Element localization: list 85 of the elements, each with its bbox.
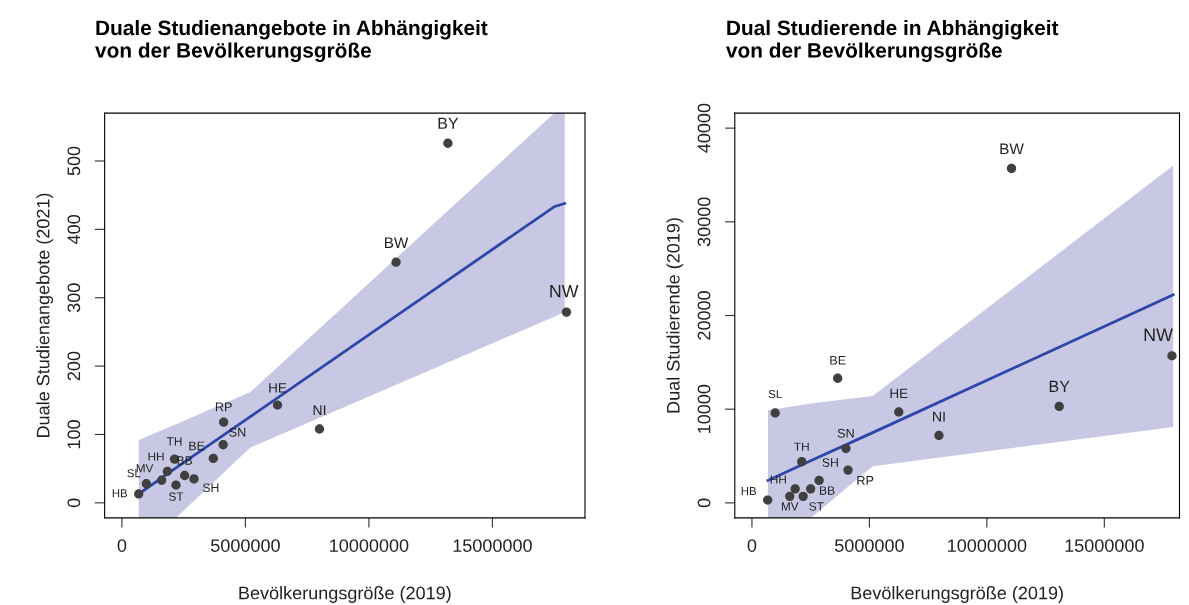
annotation: ST [168, 492, 184, 501]
point [785, 491, 795, 501]
annotation: RP [857, 476, 874, 485]
point [790, 484, 800, 494]
annotation: NW [1144, 328, 1173, 341]
point [1167, 351, 1177, 361]
point [1006, 163, 1017, 174]
annotation: SH [822, 458, 838, 467]
point [798, 491, 808, 501]
annotation: HE [890, 388, 908, 399]
annotation: HE [269, 383, 287, 393]
y-tick-label: 20000 [697, 291, 711, 340]
annotation: BY [1049, 380, 1070, 392]
annotation: SH [202, 483, 219, 493]
point [219, 417, 229, 427]
x-tick-label: 5000000 [210, 539, 280, 552]
y-tick-label: 400 [67, 215, 81, 245]
x-axis-title: Bevölkerungsgröße (2019) [851, 586, 1063, 603]
annotation: MV [781, 502, 799, 511]
annotation: BB [820, 486, 835, 495]
point [934, 430, 944, 441]
y-tick-label: 0 [697, 498, 711, 508]
point [561, 307, 572, 317]
point [171, 480, 181, 490]
x-tick-label: 0 [747, 539, 757, 552]
annotation: NI [933, 411, 945, 422]
y-tick-label: 500 [67, 146, 81, 176]
point [1054, 401, 1064, 412]
annotation: NW [550, 285, 579, 298]
point [770, 408, 780, 418]
annotation: SL [768, 390, 782, 399]
y-axis-title: Duale Studienangebote (2021) [36, 193, 54, 437]
annotation: SN [229, 427, 246, 437]
point [134, 489, 144, 499]
point [208, 453, 218, 464]
y-axis-title: Dual Studierende (2019) [666, 218, 684, 413]
x-tick-label: 5000000 [834, 539, 904, 552]
annotation: BW [1000, 143, 1024, 155]
annotation: HB [741, 487, 756, 495]
x-tick-label: 0 [117, 539, 127, 552]
point [806, 484, 816, 494]
point [843, 465, 853, 475]
point [833, 373, 843, 383]
x-tick-label: 15000000 [1065, 539, 1144, 552]
y-tick-label: 0 [67, 498, 81, 508]
annotation: TH [166, 437, 182, 446]
point [218, 440, 228, 450]
point [797, 457, 807, 467]
annotation: ST [809, 502, 824, 511]
x-tick-label: 10000000 [330, 539, 409, 552]
annotation: TH [794, 442, 809, 451]
y-tick-label: 30000 [697, 197, 711, 247]
point [272, 400, 283, 410]
annotation: HH [770, 475, 786, 484]
y-tick-label: 10000 [697, 384, 711, 433]
point [157, 475, 167, 485]
annotation: NI [313, 405, 326, 415]
annotation: HB [112, 489, 127, 498]
annotation: BW [385, 237, 409, 248]
point [189, 474, 199, 484]
annotation: SN [837, 428, 854, 438]
point [179, 470, 190, 481]
x-axis-title: Bevölkerungsgröße (2019) [239, 586, 451, 603]
point [814, 475, 824, 486]
point [443, 138, 453, 148]
chart-title: Dual Studierende in Abhängigkeit von der Bevölkerungsgröße [725, 19, 1059, 62]
x-tick-label: 10000000 [948, 539, 1027, 552]
y-tick-label: 40000 [697, 103, 711, 153]
annotation: BE [830, 355, 846, 365]
annotation: RP [215, 402, 232, 412]
point [141, 479, 152, 489]
point [841, 443, 851, 454]
annotation: BE [189, 441, 205, 451]
point [314, 424, 325, 434]
point [894, 407, 904, 417]
x-tick-label: 15000000 [453, 539, 532, 552]
y-tick-label: 200 [67, 351, 81, 381]
chart-title: Duale Studienangebote in Abhängigkeit von der Bevölkerungsgröße [95, 19, 488, 62]
annotation: BY [438, 117, 459, 129]
y-tick-label: 300 [67, 283, 81, 313]
point [162, 466, 173, 477]
y-tick-label: 100 [67, 420, 81, 449]
point [763, 495, 773, 505]
annotation: HH [148, 452, 164, 461]
point [391, 257, 401, 267]
